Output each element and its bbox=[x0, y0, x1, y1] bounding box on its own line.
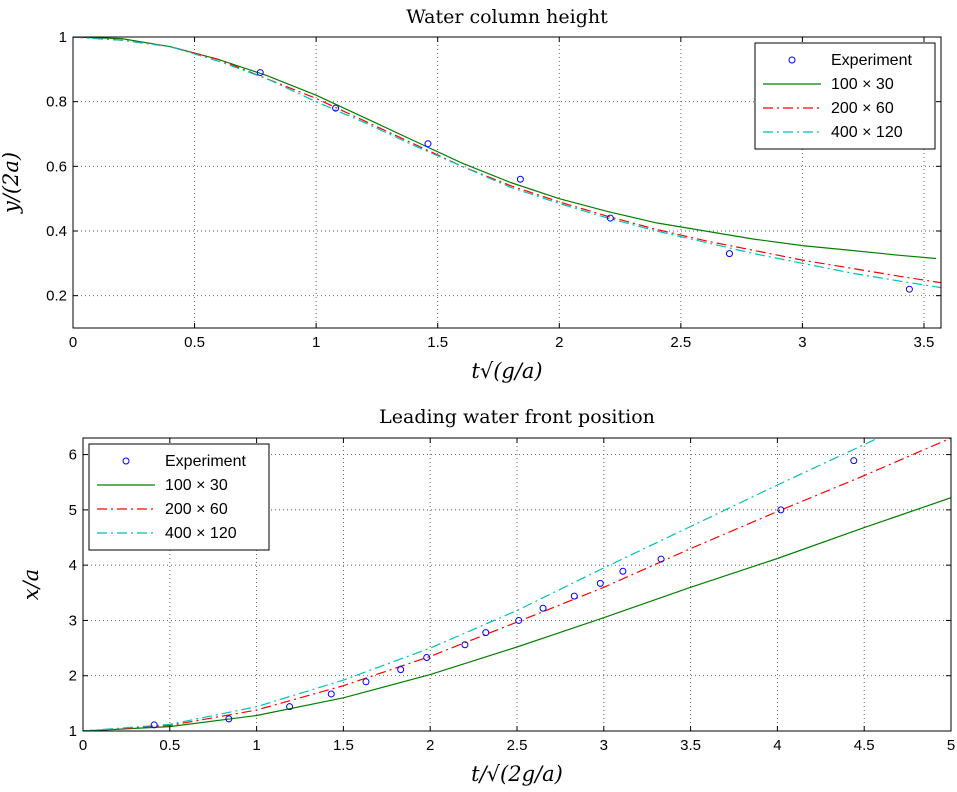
legend-label-experiment: Experiment bbox=[165, 453, 246, 470]
data-point-experiment bbox=[397, 666, 405, 674]
data-point-experiment bbox=[362, 678, 370, 686]
data-point-experiment bbox=[256, 69, 264, 77]
x-tick-label: 1 bbox=[252, 737, 260, 754]
legend-label-400-120: 400 × 120 bbox=[165, 525, 237, 542]
legend-label-experiment: Experiment bbox=[831, 52, 912, 69]
legend-label-100-30: 100 × 30 bbox=[831, 76, 894, 93]
data-point-experiment bbox=[725, 250, 733, 258]
y-axis-label: x/a bbox=[19, 569, 43, 600]
series-line-400-120 bbox=[73, 37, 941, 289]
x-tick-label: 2.5 bbox=[670, 334, 691, 351]
data-point-experiment bbox=[539, 604, 547, 612]
legend-label-400-120: 400 × 120 bbox=[831, 124, 903, 141]
data-point-experiment bbox=[596, 579, 604, 587]
legend-label-200-60: 200 × 60 bbox=[831, 100, 894, 117]
plot-area bbox=[83, 438, 951, 731]
x-tick-label: 0.5 bbox=[159, 737, 180, 754]
legend: Experiment 100 × 30 200 × 60 400 × 120 bbox=[88, 443, 270, 551]
legend-marker-experiment bbox=[788, 56, 796, 64]
legend-label-100-30: 100 × 30 bbox=[165, 477, 228, 494]
data-point-experiment bbox=[482, 629, 490, 637]
legend-box bbox=[754, 42, 936, 150]
x-tick-label: 1.5 bbox=[333, 737, 354, 754]
data-point-experiment bbox=[461, 641, 469, 649]
chart-title: Leading water front position bbox=[379, 406, 655, 428]
y-axis-label: y/(2a) bbox=[0, 152, 23, 214]
y-tick-label: 4 bbox=[69, 557, 77, 574]
data-point-experiment bbox=[225, 715, 233, 723]
data-point-experiment bbox=[515, 616, 523, 624]
x-tick-label: 2 bbox=[555, 334, 563, 351]
series-line-100-30 bbox=[83, 497, 951, 731]
data-point-experiment bbox=[850, 457, 858, 465]
x-tick-label: 3.5 bbox=[914, 334, 935, 351]
data-point-experiment bbox=[327, 690, 335, 698]
data-point-experiment bbox=[286, 703, 294, 711]
x-tick-label: 1.5 bbox=[427, 334, 448, 351]
y-tick-label: 0.8 bbox=[46, 94, 67, 111]
chart-title: Water column height bbox=[406, 6, 608, 28]
x-tick-label: 0.5 bbox=[184, 334, 205, 351]
legend: Experiment 100 × 30 200 × 60 400 × 120 bbox=[754, 42, 936, 150]
data-point-experiment bbox=[424, 140, 432, 148]
data-point-experiment bbox=[570, 592, 578, 600]
plot-area bbox=[73, 37, 941, 293]
x-tick-label: 2.5 bbox=[507, 737, 528, 754]
x-tick-label: 4.5 bbox=[854, 737, 875, 754]
data-point-experiment bbox=[619, 567, 627, 575]
series-line-200-60 bbox=[83, 438, 951, 731]
data-point-experiment bbox=[516, 175, 524, 183]
x-tick-label: 3.5 bbox=[680, 737, 701, 754]
data-point-experiment bbox=[150, 721, 158, 729]
y-tick-label: 3 bbox=[69, 612, 77, 629]
y-tick-label: 0.2 bbox=[46, 288, 67, 305]
x-axis-label: t√(g/a) bbox=[471, 359, 542, 383]
x-tick-label: 3 bbox=[600, 737, 608, 754]
y-tick-label: 0.6 bbox=[46, 158, 67, 175]
data-point-experiment bbox=[777, 506, 785, 514]
leading-front-position-chart: 0 0.5 1 1.5 2 2.5 3 3.5 4 4.5 5 1 2 3 4 5 6 Leading water… bbox=[19, 406, 955, 786]
y-tick-label: 1 bbox=[69, 723, 77, 740]
y-tick-label: 1 bbox=[59, 29, 67, 46]
series-line-400-120 bbox=[83, 438, 879, 731]
data-point-experiment bbox=[905, 285, 913, 293]
legend-marker-experiment bbox=[122, 457, 130, 465]
legend-box bbox=[88, 443, 270, 551]
x-tick-label: 0 bbox=[79, 737, 87, 754]
x-axis-label: t/√(2g/a) bbox=[471, 762, 563, 786]
data-point-experiment bbox=[606, 214, 614, 222]
series-line-200-60 bbox=[73, 37, 941, 284]
y-tick-label: 0.4 bbox=[46, 223, 67, 240]
x-tick-label: 2 bbox=[426, 737, 434, 754]
y-tick-label: 5 bbox=[69, 502, 77, 519]
data-point-experiment bbox=[657, 555, 665, 563]
x-tick-label: 1 bbox=[312, 334, 320, 351]
y-tick-label: 6 bbox=[69, 447, 77, 464]
legend-label-200-60: 200 × 60 bbox=[165, 501, 228, 518]
x-tick-label: 3 bbox=[798, 334, 806, 351]
water-column-height-chart: 0 0.5 1 1.5 2 2.5 3 3.5 0.2 0.4 0.6 0.8 1 Water colum… bbox=[0, 6, 942, 383]
data-point-experiment bbox=[332, 104, 340, 112]
data-point-experiment bbox=[423, 653, 431, 661]
axes-frame bbox=[72, 36, 942, 329]
y-tick-label: 2 bbox=[69, 668, 77, 685]
x-tick-label: 5 bbox=[947, 737, 955, 754]
x-tick-label: 0 bbox=[69, 334, 77, 351]
x-tick-label: 4 bbox=[773, 737, 781, 754]
